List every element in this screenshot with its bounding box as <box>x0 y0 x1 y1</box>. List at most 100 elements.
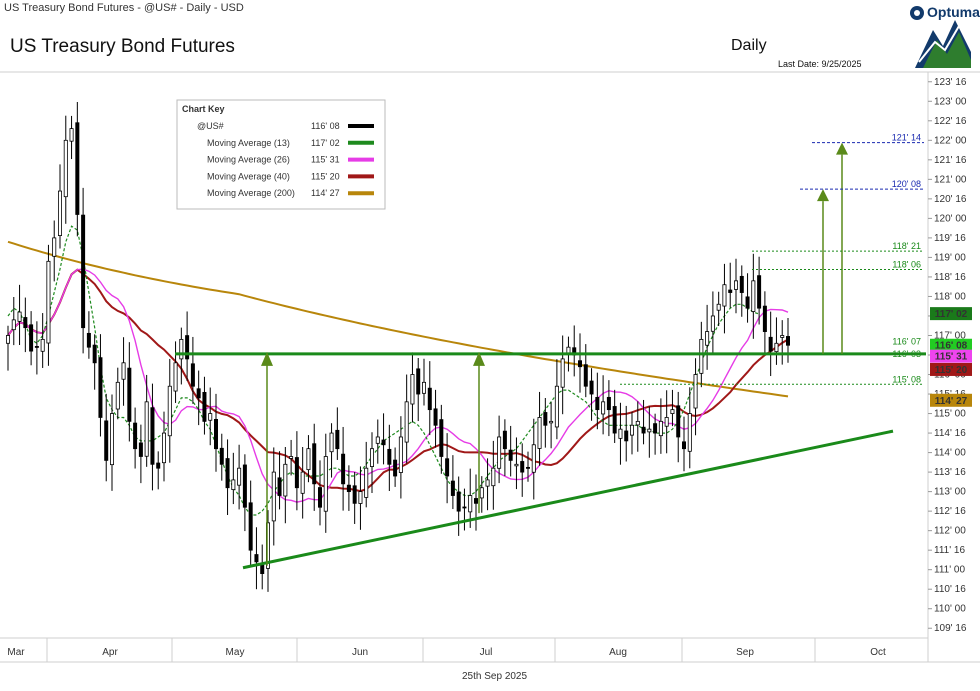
candle-body <box>156 462 161 469</box>
x-tick-label: Apr <box>102 647 118 658</box>
candle-body <box>17 311 22 322</box>
legend-entry-label: Moving Average (40) <box>207 171 290 181</box>
candle-body <box>583 364 588 387</box>
candle-body <box>497 436 502 469</box>
candle-body <box>242 464 247 508</box>
y-tick-label: 121' 16 <box>934 155 967 166</box>
legend-entry-value: 116' 08 <box>311 121 340 131</box>
candle-body <box>762 305 767 332</box>
candle-body <box>11 319 16 331</box>
candle-body <box>341 453 346 485</box>
candle-body <box>416 368 421 395</box>
y-tick-label: 112' 16 <box>934 506 966 517</box>
candle-body <box>647 428 652 433</box>
y-tick-label: 113' 00 <box>934 487 966 498</box>
candle-body <box>138 442 143 457</box>
candle-body <box>520 461 525 473</box>
candle-body <box>75 122 80 215</box>
candle-body <box>104 420 109 461</box>
level-label: 115' 08 <box>892 374 921 384</box>
candle-body <box>595 397 600 411</box>
candle-body <box>716 303 721 311</box>
y-tick-label: 111' 16 <box>934 545 965 556</box>
x-tick-label: Aug <box>609 647 627 658</box>
candle-body <box>526 466 531 469</box>
y-tick-label: 111' 00 <box>934 565 965 576</box>
candle-body <box>421 381 426 394</box>
candle-body <box>289 456 294 459</box>
y-tick-label: 110' 00 <box>934 604 966 615</box>
legend-entry-label: Moving Average (26) <box>207 155 290 165</box>
price-tag-label: 117' 02 <box>935 309 968 320</box>
candle-body <box>641 426 646 434</box>
level-label: 120' 08 <box>892 179 921 189</box>
up-arrow-icon <box>473 351 485 366</box>
rising-trendline <box>242 429 894 570</box>
chart-key[interactable]: Chart Key @US# 116' 08 Moving Average (13) 1… <box>176 99 386 210</box>
candle-body <box>300 471 305 494</box>
candle-body <box>491 467 496 487</box>
candle-body <box>549 420 554 424</box>
candle-body <box>739 275 744 293</box>
candle-body <box>121 362 126 380</box>
y-tick-label: 115' 00 <box>934 409 966 420</box>
level-label: 118' 06 <box>892 260 921 270</box>
candle-body <box>208 413 213 421</box>
y-tick-label: 122' 00 <box>934 135 967 146</box>
candle-body <box>658 420 663 437</box>
last-date: Last Date: 9/25/2025 <box>778 59 862 69</box>
y-tick-label: 123' 00 <box>934 96 967 107</box>
up-arrow-icon <box>261 351 273 366</box>
candle-body <box>745 296 750 309</box>
price-tag <box>930 393 972 407</box>
candle-body <box>439 419 444 457</box>
candle-body <box>537 417 542 449</box>
ma40-line <box>7 268 789 493</box>
legend-entry-value: 115' 20 <box>311 171 340 181</box>
candle-body <box>699 338 704 374</box>
candle-body <box>161 432 166 464</box>
candlesticks <box>6 102 791 592</box>
candle-body <box>271 471 276 522</box>
price-tag <box>930 307 972 321</box>
candle-body <box>722 284 727 307</box>
y-tick-label: 114' 16 <box>934 428 966 439</box>
candle-body <box>196 388 201 399</box>
level-label: 116' 03 <box>892 349 921 359</box>
y-tick-label: 119' 00 <box>934 252 966 263</box>
candle-body <box>630 424 635 436</box>
candle-body <box>693 374 698 409</box>
y-tick-label: 110' 16 <box>934 584 966 595</box>
chart-key-title: Chart Key <box>182 104 225 114</box>
candle-body <box>86 332 91 348</box>
candle-body <box>237 467 242 486</box>
candle-body <box>728 289 733 293</box>
candle-body <box>115 381 120 410</box>
candle-body <box>462 506 467 509</box>
candle-body <box>543 412 548 426</box>
price-tag <box>930 349 972 363</box>
x-axis: Mar Apr May Jun Jul Aug Sep Oct <box>7 638 886 662</box>
candle-body <box>624 430 629 442</box>
candle-body <box>23 317 28 329</box>
candle-body <box>450 480 455 496</box>
candle-body <box>687 413 692 452</box>
legend-entry-label: Moving Average (200) <box>207 188 295 198</box>
candle-body <box>606 396 611 411</box>
candle-body <box>387 448 392 465</box>
candle-body <box>531 444 536 473</box>
candle-body <box>52 237 57 257</box>
y-tick-label: 112' 00 <box>934 526 966 537</box>
candle-body <box>710 315 715 332</box>
candle-body <box>664 417 669 427</box>
candle-body <box>618 428 623 439</box>
candle-body <box>705 331 710 346</box>
candle-body <box>682 441 687 450</box>
footer-date: 25th Sep 2025 <box>462 671 528 682</box>
legend-entry-label: @US# <box>197 121 224 131</box>
legend-entry-label: Moving Average (13) <box>207 138 290 148</box>
candle-body <box>329 432 334 453</box>
candle-body <box>144 401 149 457</box>
